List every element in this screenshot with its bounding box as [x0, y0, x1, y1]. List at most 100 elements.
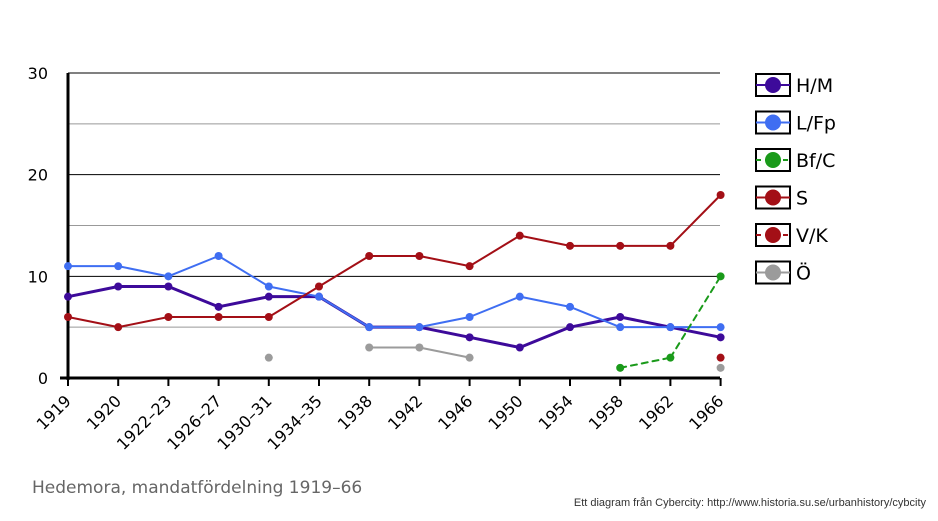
data-point: [716, 333, 725, 342]
series-segment: [669, 275, 722, 359]
series-segment: [619, 356, 672, 369]
legend-label: Bf/C: [796, 150, 835, 172]
legend-item: Ö: [755, 260, 811, 285]
data-point: [365, 323, 374, 332]
data-point: [566, 241, 574, 250]
data-point: [64, 262, 72, 271]
data-point: [264, 282, 273, 291]
x-tick-label: 1958: [585, 391, 627, 433]
data-point: [716, 323, 725, 332]
series-segment: [518, 295, 571, 308]
legend-item: Bf/C: [755, 148, 835, 172]
series-segment: [518, 325, 572, 349]
series-segment: [518, 234, 571, 247]
series-segment: [468, 295, 521, 318]
legend-item: V/K: [755, 223, 828, 247]
data-point: [716, 191, 725, 199]
data-point: [515, 231, 524, 240]
data-point: [616, 241, 625, 250]
series-segment: [67, 316, 120, 329]
y-tick-label: 20: [28, 166, 48, 185]
legend-swatch-marker: [765, 189, 781, 206]
data-point: [264, 292, 273, 301]
legend-item: L/Fp: [755, 110, 836, 135]
series-Bf/C: [616, 272, 725, 372]
data-point: [616, 323, 625, 332]
series-segment: [418, 346, 471, 359]
series-segment: [618, 315, 672, 329]
series-segment: [217, 255, 270, 288]
data-point: [666, 241, 675, 250]
data-point: [264, 313, 273, 321]
data-point: [465, 313, 474, 321]
y-tick-label: 10: [28, 267, 48, 286]
x-tick-label: 1920: [83, 391, 125, 433]
data-point: [164, 272, 173, 281]
series-V/K: [716, 353, 725, 362]
series-segment: [318, 255, 371, 288]
data-point: [666, 353, 675, 362]
data-point: [566, 323, 574, 332]
legend-label: S: [796, 188, 808, 210]
data-point: [164, 313, 173, 321]
data-point: [114, 262, 123, 271]
chart-grid: [68, 72, 720, 328]
source-credit: Ett diagram från Cybercity: http://www.h…: [573, 497, 926, 509]
y-tick-label: 0: [38, 369, 48, 388]
series-H/M: [64, 282, 725, 352]
series-Ö: [264, 343, 725, 372]
data-point: [264, 353, 273, 362]
series-segment: [166, 285, 221, 309]
legend-swatch-marker: [765, 152, 781, 168]
data-point: [315, 282, 323, 291]
data-point: [214, 313, 223, 321]
data-point: [515, 292, 524, 301]
legend-label: H/M: [796, 75, 833, 97]
data-point: [415, 323, 424, 332]
series-segment: [568, 315, 622, 329]
series-segment: [418, 255, 471, 268]
series-segment: [267, 285, 320, 318]
legend-label: L/Fp: [796, 113, 836, 135]
data-point: [365, 343, 374, 352]
series-segment: [167, 255, 220, 278]
data-point: [415, 343, 424, 352]
x-tick-label: 1942: [384, 391, 426, 433]
legend-label: V/K: [796, 225, 828, 247]
x-tick-label: 1966: [685, 391, 727, 433]
series-segment: [569, 305, 622, 329]
data-point: [114, 282, 123, 291]
x-tick-label: 1946: [434, 391, 476, 433]
data-point: [214, 302, 223, 311]
series-segment: [117, 265, 170, 278]
series-segment: [669, 194, 722, 247]
series-segment: [468, 335, 522, 349]
data-point: [616, 313, 625, 321]
chart-series: [64, 191, 725, 372]
series-segment: [417, 325, 472, 339]
series-segment: [117, 316, 170, 329]
data-point: [365, 252, 374, 260]
x-tick-label: 1938: [334, 391, 376, 433]
legend-item: H/M: [755, 73, 833, 97]
data-point: [64, 292, 72, 301]
data-point: [716, 353, 725, 362]
chart-legend: H/M L/Fp Bf/C S V/K Ö: [755, 73, 836, 285]
x-tick-label: 1950: [484, 391, 526, 433]
series-segment: [66, 285, 120, 299]
data-point: [415, 252, 424, 260]
x-tick-label: 1954: [535, 391, 577, 433]
series-segment: [468, 234, 521, 268]
data-point: [114, 323, 123, 332]
x-tick-label: 1919: [33, 391, 75, 433]
legend-swatch-marker: [765, 227, 781, 243]
x-tick-label: 1934–35: [264, 391, 326, 453]
data-point: [315, 292, 323, 301]
data-point: [616, 363, 625, 372]
data-point: [465, 262, 474, 271]
data-point: [214, 252, 223, 260]
legend-swatch-marker: [765, 264, 781, 281]
series-segment: [418, 316, 471, 329]
